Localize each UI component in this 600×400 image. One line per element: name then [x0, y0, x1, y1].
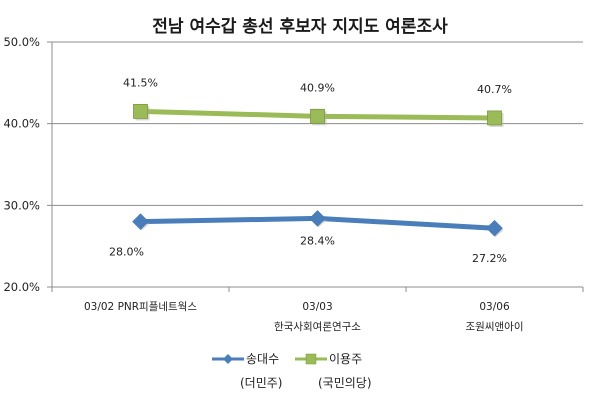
data-label: 28.4% [300, 234, 335, 247]
x-tick-label: 03/06 [479, 301, 510, 313]
data-point-marker [310, 108, 325, 124]
chart-title: 전남 여수갑 총선 후보자 지지도 여론조사 [152, 17, 448, 37]
diamond-marker-icon [212, 353, 244, 364]
data-point-marker [486, 219, 503, 237]
x-tick-label: 03/02 PNR피플네트웍스 [84, 301, 197, 313]
data-label: 41.5% [123, 76, 158, 89]
data-point-marker [132, 213, 149, 231]
data-label: 40.9% [300, 81, 335, 94]
data-point-marker [487, 110, 502, 126]
legend-label-series-2: 이용주 [329, 352, 363, 366]
data-label: 27.2% [472, 252, 507, 265]
legend-party-series-2: (국민의당) [318, 376, 372, 390]
legend-label-series-1: 송대수 [246, 352, 280, 366]
x-tick-label: 한국사회여론연구소 [274, 321, 361, 333]
y-tick-label: 40.0% [3, 117, 40, 131]
legend-item-series-1: 송대수 [212, 350, 279, 367]
y-tick-label: 50.0% [3, 35, 40, 49]
data-point-marker [133, 104, 148, 119]
legend-party-series-1: (더민주) [240, 376, 283, 390]
x-tick-label: 03/03 [302, 301, 332, 313]
x-tick-label: 조원씨앤아이 [466, 321, 524, 333]
axes: 50.0% 40.0% 30.0% 20.0% 03/02 PNR피플네트웍스 03/03… [3, 35, 584, 333]
data-labels: 28.0% 28.4% 27.2% 41.5% 40.9% 40.7% [109, 76, 512, 265]
y-tick-label: 20.0% [3, 280, 40, 294]
data-label: 40.7% [477, 83, 512, 96]
data-series [132, 104, 504, 238]
legend-item-series-2: 이용주 [295, 350, 362, 367]
data-point-marker [309, 210, 326, 227]
data-label: 28.0% [109, 246, 144, 259]
square-marker-icon [295, 353, 327, 364]
y-tick-label: 30.0% [3, 198, 40, 212]
